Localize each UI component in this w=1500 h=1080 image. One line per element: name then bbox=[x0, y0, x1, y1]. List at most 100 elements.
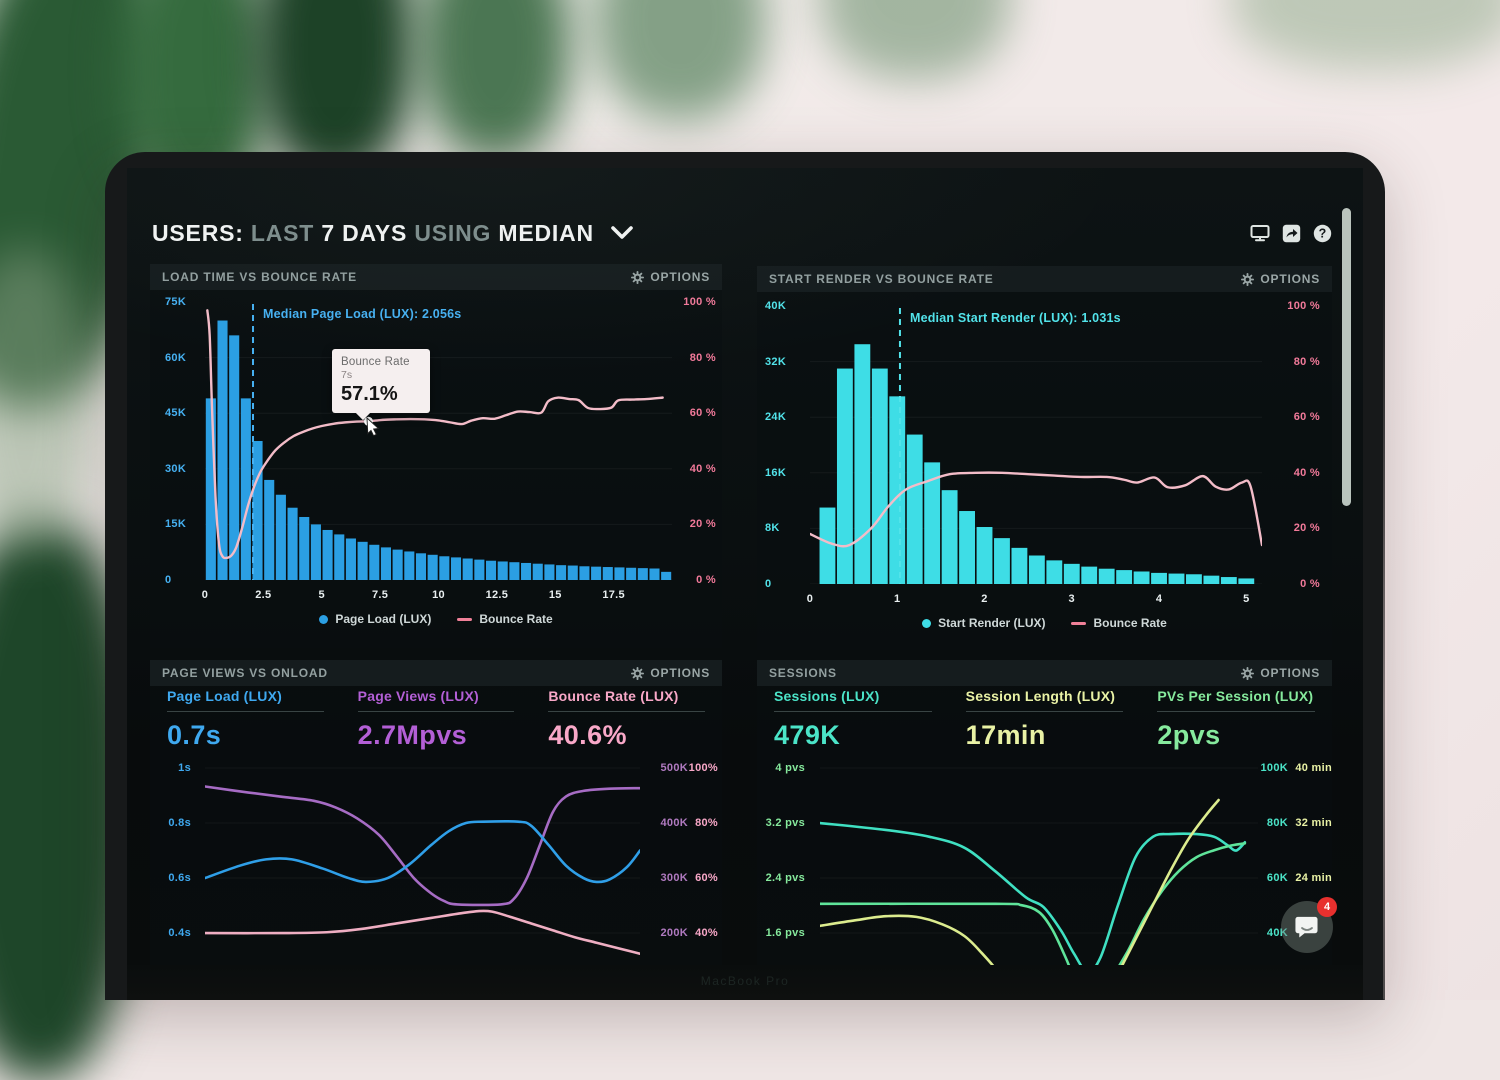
metric-value: 479K bbox=[774, 720, 841, 750]
page_load-line bbox=[203, 820, 642, 884]
start-render-chart[interactable] bbox=[808, 306, 1264, 585]
legend-swatch bbox=[1071, 621, 1087, 625]
x-axis-label: 1 bbox=[894, 593, 901, 605]
plant-leaf bbox=[420, 0, 570, 160]
panel-header: SESSIONS OPTIONS bbox=[757, 660, 1332, 686]
plant-leaf bbox=[1230, 0, 1500, 70]
legend-item[interactable]: Bounce Rate bbox=[457, 612, 553, 626]
y-axis-right-label: 0 % bbox=[1300, 578, 1320, 590]
metric-value: 0.7s bbox=[167, 720, 222, 750]
y-axis-right-label: 32 min bbox=[1295, 817, 1332, 829]
y-axis-left-label: 60K bbox=[165, 351, 187, 364]
x-axis-label: 5 bbox=[1243, 593, 1250, 605]
histogram-bars bbox=[205, 320, 672, 580]
laptop-bottom-bezel: MacBook Pro bbox=[127, 965, 1363, 1000]
share-icon[interactable] bbox=[1281, 223, 1301, 243]
chevron-down-icon[interactable] bbox=[611, 218, 633, 245]
plant-leaf bbox=[820, 0, 1010, 80]
options-button[interactable]: OPTIONS bbox=[1241, 666, 1320, 680]
y-axis-left-label: 75K bbox=[165, 296, 187, 308]
metric-value: 2pvs bbox=[1157, 720, 1221, 750]
metric-value: 40.6% bbox=[548, 720, 627, 750]
display-icon[interactable] bbox=[1250, 223, 1270, 243]
legend-item[interactable]: Bounce Rate bbox=[1071, 616, 1167, 630]
bounce-rate-line bbox=[808, 471, 1264, 548]
scrollbar[interactable] bbox=[1342, 208, 1351, 506]
metric-label: PVs Per Session (LUX) bbox=[1157, 688, 1314, 704]
panel-title: PAGE VIEWS VS ONLOAD bbox=[162, 666, 328, 680]
panel-title: START RENDER VS BOUNCE RATE bbox=[769, 272, 994, 286]
legend-item[interactable]: Start Render (LUX) bbox=[922, 616, 1045, 630]
y-axis-left-label: 16K bbox=[765, 466, 787, 479]
metrics-row: Page Load (LUX) 0.7s Page Views (LUX) 2.… bbox=[150, 688, 722, 751]
options-button[interactable]: OPTIONS bbox=[631, 666, 710, 680]
x-axis-label: 15 bbox=[548, 589, 562, 601]
legend-label: Bounce Rate bbox=[479, 612, 553, 626]
title-range: LAST bbox=[250, 220, 315, 246]
legend-item[interactable]: Page Load (LUX) bbox=[319, 612, 431, 626]
options-label: OPTIONS bbox=[650, 666, 710, 680]
help-icon[interactable]: ? bbox=[1312, 223, 1332, 243]
x-axis-label: 4 bbox=[1155, 593, 1163, 605]
panel-header: START RENDER VS BOUNCE RATE OPTIONS bbox=[757, 266, 1332, 292]
y-axis-left-label: 1s bbox=[178, 762, 191, 774]
gear-icon bbox=[631, 270, 645, 284]
metrics-row: Sessions (LUX) 479K Session Length (LUX)… bbox=[757, 688, 1332, 751]
y-axis-right-label: 100 % bbox=[683, 296, 716, 308]
sessions-chart[interactable] bbox=[818, 765, 1258, 1000]
x-axis-label: 12.5 bbox=[485, 589, 509, 601]
pageviews-chart[interactable] bbox=[203, 765, 642, 965]
metric-divider bbox=[357, 711, 515, 712]
y-axis-right-label: 80 % bbox=[1293, 355, 1320, 368]
y-axis-left-label: 0.4s bbox=[168, 927, 191, 939]
chat-bubble-button[interactable]: 4 bbox=[1281, 897, 1337, 953]
options-button[interactable]: OPTIONS bbox=[631, 270, 710, 284]
metric-page-views: Page Views (LUX) 2.7Mpvs bbox=[341, 688, 532, 751]
gear-icon bbox=[1241, 272, 1255, 286]
bounce-rate-tooltip: Bounce Rate 7s 57.1% bbox=[332, 349, 430, 413]
metric-label: Page Load (LUX) bbox=[167, 688, 283, 704]
load-time-chart[interactable] bbox=[205, 302, 672, 581]
y-axis-right-label: 60 % bbox=[1293, 411, 1320, 424]
metric-sessions: Sessions (LUX) 479K bbox=[757, 688, 949, 751]
metric-page-load: Page Load (LUX) 0.7s bbox=[150, 688, 341, 751]
options-button[interactable]: OPTIONS bbox=[1241, 272, 1320, 286]
title-using: USING bbox=[414, 220, 492, 246]
options-label: OPTIONS bbox=[1260, 272, 1320, 286]
x-axis-label: 17.5 bbox=[602, 589, 625, 601]
metric-divider bbox=[167, 711, 324, 712]
plant-leaf bbox=[255, 0, 415, 180]
y-axis-right-label: 40% bbox=[695, 927, 718, 939]
legend: Start Render (LUX) Bounce Rate bbox=[757, 616, 1332, 630]
y-axis-right-label: 0 % bbox=[696, 574, 716, 586]
panel-pageviews: PAGE VIEWS VS ONLOAD OPTIONS Page Load (… bbox=[150, 660, 722, 965]
plant-leaf bbox=[595, 0, 765, 120]
gear-icon bbox=[631, 666, 645, 680]
panel-header: LOAD TIME VS BOUNCE RATE OPTIONS bbox=[150, 264, 722, 290]
panel-start-render: START RENDER VS BOUNCE RATE OPTIONS 40K 3… bbox=[757, 266, 1332, 650]
y-axis-right-label: 200K bbox=[660, 927, 688, 939]
page-title[interactable]: USERS: LAST 7 DAYS USING MEDIAN bbox=[152, 218, 633, 247]
page_views-line bbox=[203, 785, 642, 907]
panel-title: SESSIONS bbox=[769, 666, 837, 680]
y-axis-left-label: 8K bbox=[765, 522, 780, 535]
y-axis-right-label: 60% bbox=[695, 872, 718, 884]
y-axis-right-label: 20 % bbox=[689, 518, 716, 531]
panel-sessions: SESSIONS OPTIONS Sessions (LUX) 479K Ses… bbox=[757, 660, 1332, 1000]
y-axis-right-label: 300K bbox=[660, 872, 688, 884]
y-axis-right-label: 40K bbox=[1266, 927, 1288, 939]
x-axis-label: 0 bbox=[806, 593, 814, 605]
y-axis-left-label: 30K bbox=[165, 462, 187, 475]
metric-bounce-rate: Bounce Rate (LUX) 40.6% bbox=[531, 688, 722, 751]
metric-value: 2.7Mpvs bbox=[357, 720, 468, 750]
dashboard-screen: USERS: LAST 7 DAYS USING MEDIAN ? LOAD T… bbox=[127, 168, 1363, 1000]
legend-swatch bbox=[457, 617, 473, 621]
y-axis-left-label: 0.8s bbox=[168, 817, 191, 829]
legend: Page Load (LUX) Bounce Rate bbox=[150, 612, 722, 626]
metric-divider bbox=[965, 711, 1124, 712]
metric-label: Session Length (LUX) bbox=[965, 688, 1116, 704]
y-axis-right-label: 100 % bbox=[1287, 300, 1320, 312]
y-axis-right-label: 80K bbox=[1266, 817, 1288, 829]
mouse-cursor bbox=[365, 416, 382, 442]
title-days: 7 DAYS bbox=[321, 220, 408, 246]
